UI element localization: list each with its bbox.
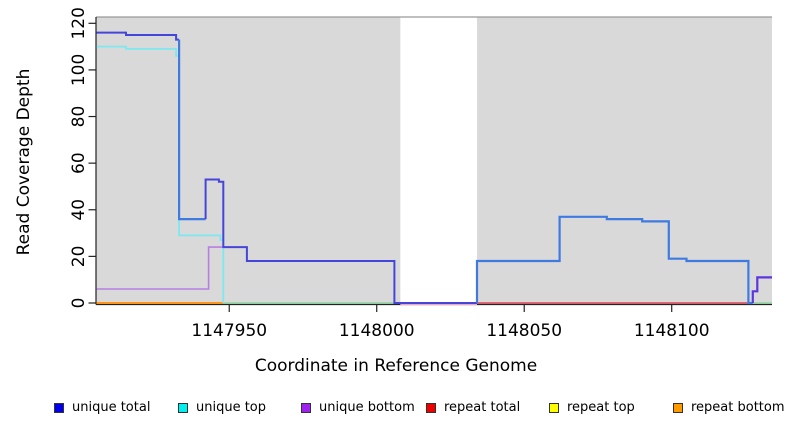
- legend-label-unique-total: unique total: [72, 400, 151, 415]
- y-tick-label: 120: [69, 7, 89, 39]
- legend-swatch-unique-total: [54, 403, 64, 413]
- shaded-region: [96, 17, 401, 305]
- legend-swatch-repeat-total: [426, 403, 436, 413]
- legend-item-repeat-bottom: repeat bottom: [673, 399, 785, 417]
- unique-total-pregap-high: [96, 31, 180, 41]
- y-tick-label: 20: [69, 246, 89, 268]
- x-tick-label: 1148050: [486, 321, 562, 341]
- y-tick-label: 60: [69, 152, 89, 174]
- legend-label-repeat-total: repeat total: [444, 400, 521, 415]
- x-tick-label: 1148000: [339, 321, 415, 341]
- legend-swatch-unique-bottom: [301, 403, 311, 413]
- x-tick-label: 1147950: [191, 321, 267, 341]
- shaded-region: [477, 17, 772, 305]
- legend-swatch-repeat-top: [549, 403, 559, 413]
- plot-canvas: 0 20 40 60 80 100 120 1147950 1148000 1148050 1148…: [69, 7, 772, 341]
- legend-item-repeat-top: repeat top: [549, 399, 635, 417]
- y-tick-label: 40: [69, 199, 89, 221]
- y-tick-label: 80: [69, 106, 89, 128]
- legend-item-unique-bottom: unique bottom: [301, 399, 415, 417]
- legend-label-unique-top: unique top: [196, 400, 267, 415]
- unique-total-big-drop: [178, 39, 206, 221]
- legend-swatch-repeat-bottom: [673, 403, 683, 413]
- unique-bottom-line: [96, 246, 224, 290]
- legend-item-repeat-total: repeat total: [426, 399, 520, 417]
- legend-label-repeat-top: repeat top: [567, 400, 635, 415]
- legend-item-unique-top: unique top: [178, 399, 266, 417]
- x-axis-title: Coordinate in Reference Genome: [254, 356, 538, 376]
- legend-item-unique-total: unique total: [54, 399, 150, 417]
- legend-label-unique-bottom: unique bottom: [319, 400, 415, 415]
- unique-total-mid: [204, 178, 477, 304]
- y-tick-label: 100: [69, 54, 89, 86]
- unique-total-right-violet: [751, 276, 772, 303]
- legend-swatch-unique-top: [178, 403, 188, 413]
- legend: unique total unique top unique bottom repea…: [0, 399, 792, 421]
- y-axis-title: Read Coverage Depth: [14, 68, 34, 256]
- x-tick-label: 1148100: [634, 321, 710, 341]
- y-tick-label: 0: [69, 298, 89, 309]
- unique-total-postgap: [475, 215, 753, 305]
- legend-label-repeat-bottom: repeat bottom: [691, 400, 785, 415]
